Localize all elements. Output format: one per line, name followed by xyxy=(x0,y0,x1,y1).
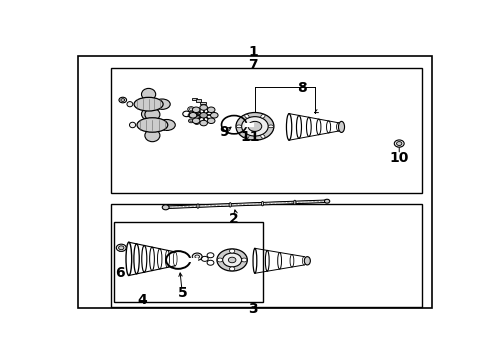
Text: 3: 3 xyxy=(248,302,258,316)
Ellipse shape xyxy=(261,202,264,206)
Text: 6: 6 xyxy=(115,266,125,280)
Ellipse shape xyxy=(145,108,160,121)
Ellipse shape xyxy=(142,89,156,100)
Circle shape xyxy=(119,97,126,103)
Text: 7: 7 xyxy=(248,58,258,72)
Ellipse shape xyxy=(268,125,273,128)
Text: 5: 5 xyxy=(178,286,188,300)
Circle shape xyxy=(222,253,242,267)
Text: 8: 8 xyxy=(297,81,307,95)
Text: 11: 11 xyxy=(241,130,260,144)
Circle shape xyxy=(192,253,202,260)
Circle shape xyxy=(189,119,194,123)
Circle shape xyxy=(207,107,215,113)
Circle shape xyxy=(196,116,198,118)
Circle shape xyxy=(194,115,200,120)
Circle shape xyxy=(236,112,274,140)
Circle shape xyxy=(207,118,215,123)
Circle shape xyxy=(218,258,222,262)
Ellipse shape xyxy=(158,120,175,130)
Circle shape xyxy=(229,249,235,253)
Ellipse shape xyxy=(324,199,330,203)
Ellipse shape xyxy=(304,257,310,265)
Bar xyxy=(196,99,201,102)
Bar xyxy=(200,102,206,104)
Circle shape xyxy=(190,114,193,116)
Circle shape xyxy=(193,118,200,123)
Circle shape xyxy=(211,112,218,118)
Ellipse shape xyxy=(137,118,168,132)
Circle shape xyxy=(189,112,197,118)
Circle shape xyxy=(228,257,236,263)
Circle shape xyxy=(242,117,268,136)
Ellipse shape xyxy=(154,99,170,109)
Circle shape xyxy=(194,109,200,114)
Circle shape xyxy=(193,107,200,113)
Circle shape xyxy=(200,105,207,110)
Text: 2: 2 xyxy=(229,212,239,226)
Ellipse shape xyxy=(145,129,160,142)
Ellipse shape xyxy=(261,135,265,138)
Bar xyxy=(111,68,422,193)
Circle shape xyxy=(217,249,247,271)
Circle shape xyxy=(394,140,404,147)
Circle shape xyxy=(396,141,402,145)
Text: 4: 4 xyxy=(137,293,147,307)
Circle shape xyxy=(195,110,198,112)
Ellipse shape xyxy=(127,102,133,107)
Circle shape xyxy=(200,112,207,118)
Circle shape xyxy=(188,107,195,112)
Ellipse shape xyxy=(129,122,136,128)
Ellipse shape xyxy=(294,200,296,204)
Circle shape xyxy=(200,120,207,126)
Circle shape xyxy=(242,258,247,262)
Ellipse shape xyxy=(134,97,163,111)
Text: 10: 10 xyxy=(390,151,409,165)
Bar xyxy=(115,222,263,302)
Circle shape xyxy=(229,267,235,271)
Circle shape xyxy=(248,121,262,131)
Circle shape xyxy=(190,108,193,111)
Circle shape xyxy=(190,120,193,122)
Circle shape xyxy=(194,121,199,125)
Ellipse shape xyxy=(236,125,242,128)
Circle shape xyxy=(119,246,124,250)
Circle shape xyxy=(188,113,194,117)
Ellipse shape xyxy=(229,203,231,207)
Circle shape xyxy=(196,122,198,123)
Bar xyxy=(192,98,197,100)
Ellipse shape xyxy=(245,114,249,118)
Text: 9: 9 xyxy=(220,125,229,139)
Bar xyxy=(111,204,422,307)
Ellipse shape xyxy=(142,108,156,120)
Ellipse shape xyxy=(261,114,265,118)
Ellipse shape xyxy=(245,135,249,138)
Ellipse shape xyxy=(339,121,344,132)
Ellipse shape xyxy=(162,205,169,210)
Circle shape xyxy=(116,244,126,251)
Text: 1: 1 xyxy=(248,45,258,59)
Ellipse shape xyxy=(197,204,199,208)
Circle shape xyxy=(121,99,124,102)
